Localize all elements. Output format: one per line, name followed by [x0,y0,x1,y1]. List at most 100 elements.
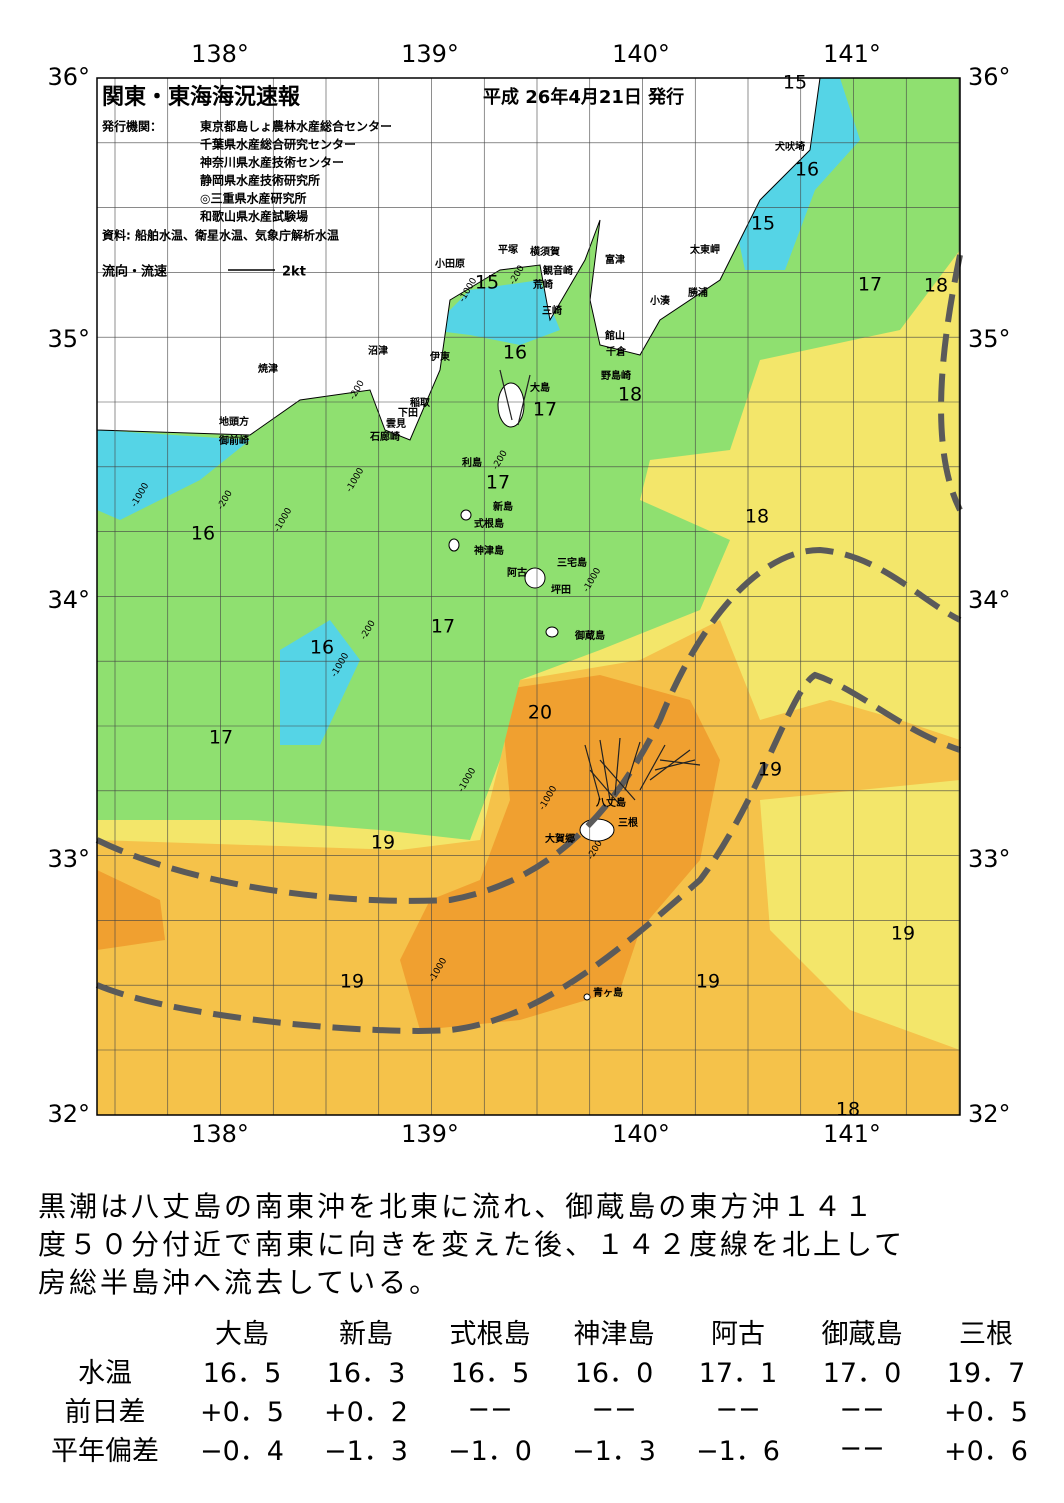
publisher: 和歌山県水産試験場 [199,209,308,224]
island [497,382,525,428]
place-label: 三根 [618,816,638,829]
place-label: 稲取 [410,396,431,409]
table-cell: −1．3 [572,1436,656,1467]
table-cell: 阿古 [711,1319,765,1350]
temp-label: 19 [340,971,364,993]
table-cell: +0．2 [324,1397,408,1428]
current-arrow [499,369,513,421]
table-cell: −1．6 [696,1436,780,1467]
island [545,626,559,638]
island [460,509,472,521]
lat-label: 32° [47,1100,90,1128]
temp-label: 17 [486,472,510,494]
temp-label: 17 [209,727,233,749]
current-arrow [589,769,621,806]
table: 大島 新島 式根島 神津島 阿古 御蔵島 三根 水温 16．5 16．3 16．5 16．0 17．1 1… [30,1312,1048,1468]
table-cell: 大島 [215,1319,269,1350]
place-label: 新島 [493,500,513,513]
island [583,993,591,1001]
table-cell: 16．5 [450,1358,530,1389]
table-cell: −− [839,1394,885,1425]
publisher-label: 発行機関： [101,119,162,134]
lat-label: 36° [47,63,90,91]
island [448,538,460,552]
lon-label: 141° [823,1120,881,1148]
temp-label: 18 [618,384,642,406]
place-label: 大賀郷 [545,832,575,845]
lat-label: 32° [968,1100,1011,1128]
temp-label: 17 [533,399,557,421]
temp-label: 16 [795,159,819,181]
lat-label: 34° [968,586,1011,614]
scale-label: 流向・流速 [102,264,167,280]
temp-label: 19 [891,923,915,945]
place-label: 勝浦 [688,286,708,299]
table-cell: −1．0 [448,1436,532,1467]
publisher: 千葉県水産総合研究センター [200,137,356,152]
table-cell: 新島 [339,1319,393,1350]
place-label: 青ヶ島 [593,986,623,999]
table-cell: 19．7 [946,1358,1026,1389]
table-cell: +0．5 [944,1397,1028,1428]
temp-label: 16 [191,523,215,545]
lat-label: 34° [47,586,90,614]
table-cell: 前日差 [64,1397,146,1428]
place-label: 焼津 [258,362,278,375]
table-cell: 17．0 [822,1358,902,1389]
issue-date: 平成 26年4月21日 発行 [483,86,684,108]
land [96,77,821,441]
temp-label: 18 [836,1099,860,1121]
temp-label: 15 [475,272,499,294]
place-label: 小田原 [434,257,465,270]
table-cell: 17．1 [698,1358,778,1389]
table-cell [30,1312,180,1351]
place-label: 館山 [604,329,625,342]
publisher: 神奈川県水産技術センター [200,155,344,170]
table-cell: −− [467,1394,513,1425]
lat-label: 36° [968,63,1011,91]
table-row: 平年偏差 −0．4 −1．3 −1．0 −1．3 −1．6 −− +0．6 [30,1429,1048,1468]
current-arrow [659,759,701,766]
table-cell: +0．5 [200,1397,284,1428]
place-label: 御蔵島 [574,629,605,642]
place-label: 富津 [605,253,625,266]
temp-label: 18 [924,275,948,297]
table-cell: 御蔵島 [821,1319,903,1350]
table-cell: −0．4 [200,1436,284,1467]
map: 関東・東海海況速報 平成 26年4月21日 発行 発行機関： 資料: 船舶水温、… [47,40,1011,1148]
lon-label: 138° [191,40,249,68]
place-label: 神津島 [474,544,504,557]
table-cell: 16．3 [326,1358,406,1389]
place-label: 横須賀 [530,245,560,258]
place-label: 太東岬 [689,243,720,256]
current-arrow [517,374,531,426]
temp-label: 15 [783,72,807,94]
place-label: 伊東 [429,350,450,363]
kuroshio-axis [938,254,963,512]
temp-label: 17 [858,274,882,296]
title: 関東・東海海況速報 [102,84,301,110]
sea-16 [430,280,560,345]
table-cell: −1．3 [324,1436,408,1467]
place-label: 坪田 [551,583,571,596]
place-label: 式根島 [474,517,504,530]
source: 資料: 船舶水温、衛星水温、気象庁解析水温 [102,228,339,243]
lon-label: 140° [612,40,670,68]
table-row: 水温 16．5 16．3 16．5 16．0 17．1 17．0 19．7 [30,1351,1048,1390]
table-cell: 三根 [959,1319,1013,1350]
place-label: 沼津 [368,344,388,357]
table-cell: 神津島 [573,1319,655,1350]
place-label: 雲見 [386,418,406,430]
place-label: 三崎 [542,304,562,317]
lon-label: 139° [401,1120,459,1148]
sea-20 [97,870,165,950]
place-label: 平塚 [498,243,518,256]
map-frame [96,77,961,1116]
sea-16 [280,620,360,745]
place-label: 地頭方 [219,415,249,428]
current-arrow [639,744,666,791]
current-arrow [654,759,696,771]
publisher: 東京都島しょ農林水産総合センター [200,119,392,134]
paragraph-line: 房総半島沖へ流去している。 [38,1266,441,1299]
place-label: 石廊崎 [369,430,400,443]
